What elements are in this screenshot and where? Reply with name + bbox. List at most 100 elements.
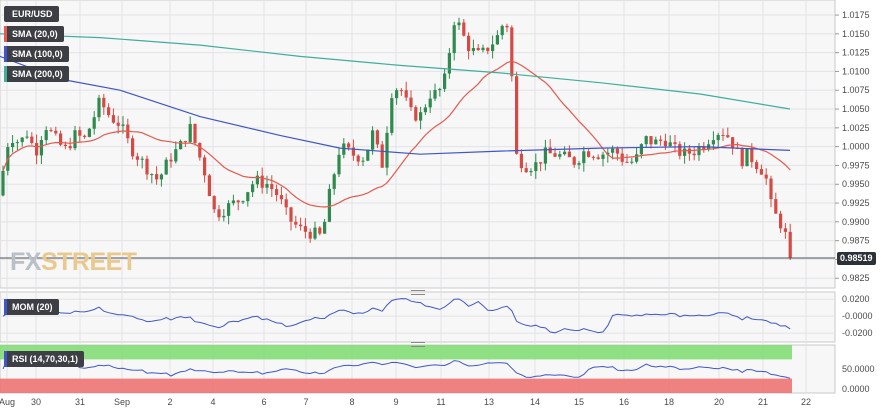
candle-bullish [423, 107, 427, 113]
watermark-part2: STREET [40, 248, 137, 276]
candle-bullish [582, 151, 586, 164]
x-tick-label: 20 [714, 397, 724, 407]
candle-bearish [294, 221, 298, 225]
candle-bearish [524, 168, 528, 173]
candle-bullish [543, 147, 547, 164]
candle-bullish [255, 175, 259, 185]
candle-bearish [284, 199, 288, 208]
candle-bullish [179, 141, 183, 150]
candle-bullish [39, 140, 43, 156]
candle-bearish [409, 97, 413, 108]
candle-bearish [275, 189, 279, 196]
candle-bullish [159, 174, 163, 180]
y-tick-label: 0.9825 [842, 273, 870, 283]
candle-bearish [553, 153, 557, 157]
candle-bullish [443, 73, 447, 89]
x-tick-label: 30 [31, 397, 41, 407]
candle-bearish [78, 130, 82, 136]
pane-resize-handle-mom[interactable] [411, 290, 425, 295]
candle-bearish [726, 135, 730, 138]
candle-bearish [375, 130, 379, 145]
candle-bearish [740, 148, 744, 167]
candle-bullish [534, 162, 538, 172]
candle-bearish [270, 183, 274, 190]
sma20-label: SMA (20,0) [12, 29, 58, 39]
candle-bullish [745, 148, 749, 167]
candle-bullish [500, 25, 504, 36]
candle-bearish [678, 144, 682, 156]
candle-bullish [635, 154, 639, 162]
candle-bearish [750, 148, 754, 163]
candle-bearish [212, 196, 216, 210]
y-tick-label: 1.0050 [842, 104, 870, 114]
candle-bearish [769, 178, 773, 200]
y-tick-label: 0.9925 [842, 198, 870, 208]
candle-bullish [395, 90, 399, 99]
candle-bearish [102, 97, 106, 108]
candle-bearish [548, 147, 552, 154]
candle-bullish [97, 97, 101, 118]
rsi-legend[interactable]: RSI (14,70,30,1) [4, 351, 85, 367]
candle-bullish [1, 170, 5, 196]
sma100-line [0, 55, 791, 155]
candle-bullish [630, 161, 634, 163]
candle-bullish [711, 140, 715, 145]
candle-bearish [116, 122, 120, 126]
candle-bullish [366, 149, 370, 161]
x-tick-label: Aug [0, 397, 15, 407]
candle-bearish [351, 147, 355, 156]
candle-bearish [260, 175, 264, 188]
candle-bearish [279, 195, 283, 200]
sma20-swatch [4, 26, 7, 42]
candle-bearish [659, 139, 663, 141]
sma200-legend[interactable]: SMA (200,0) [4, 66, 69, 82]
candle-bearish [774, 199, 778, 214]
sma200-label: SMA (200,0) [12, 69, 63, 79]
candle-bearish [347, 143, 351, 148]
candle-bullish [558, 154, 562, 157]
sma100-legend[interactable]: SMA (100,0) [4, 46, 69, 62]
rsi-overbought-band [0, 345, 792, 360]
candle-bearish [591, 156, 595, 158]
candle-bearish [515, 76, 519, 154]
candle-bearish [193, 123, 197, 143]
candle-bullish [313, 227, 317, 239]
candle-bullish [15, 142, 19, 144]
candle-bearish [217, 209, 221, 218]
y-tick-label: 0.9975 [842, 160, 870, 170]
candle-bearish [539, 162, 543, 164]
x-tick-label: 22 [801, 397, 811, 407]
candle-bearish [49, 130, 53, 132]
candle-bullish [644, 136, 648, 145]
candle-bearish [35, 143, 39, 156]
candle-bullish [323, 221, 327, 234]
candle-bearish [486, 47, 490, 52]
candle-bullish [241, 201, 245, 203]
candle-bullish [697, 146, 701, 156]
candle-bullish [471, 47, 475, 52]
candle-bearish [303, 226, 307, 232]
candle-bullish [73, 130, 77, 149]
candle-bullish [452, 25, 456, 54]
rsi-swatch [4, 351, 7, 367]
candle-bullish [337, 154, 341, 175]
candle-bullish [44, 130, 48, 141]
sma20-legend[interactable]: SMA (20,0) [4, 26, 64, 42]
symbol-label[interactable]: EUR/USD [4, 6, 59, 22]
x-tick-label: 31 [75, 397, 85, 407]
candle-bullish [251, 184, 255, 193]
mom-swatch [4, 299, 7, 315]
mom-legend[interactable]: MOM (20) [4, 299, 59, 315]
pane-resize-handle-rsi[interactable] [411, 342, 425, 347]
candle-bearish [567, 151, 571, 158]
y-tick-label: 1.0100 [842, 66, 870, 76]
candle-bearish [572, 157, 576, 165]
candle-bullish [668, 142, 672, 147]
sma100-label: SMA (100,0) [12, 49, 63, 59]
x-tick-label: 13 [484, 397, 494, 407]
rsi-tick-label: 50.0000 [842, 364, 875, 374]
x-tick-label: 7 [303, 397, 308, 407]
candle-bullish [577, 163, 581, 165]
candle-bullish [563, 151, 567, 155]
